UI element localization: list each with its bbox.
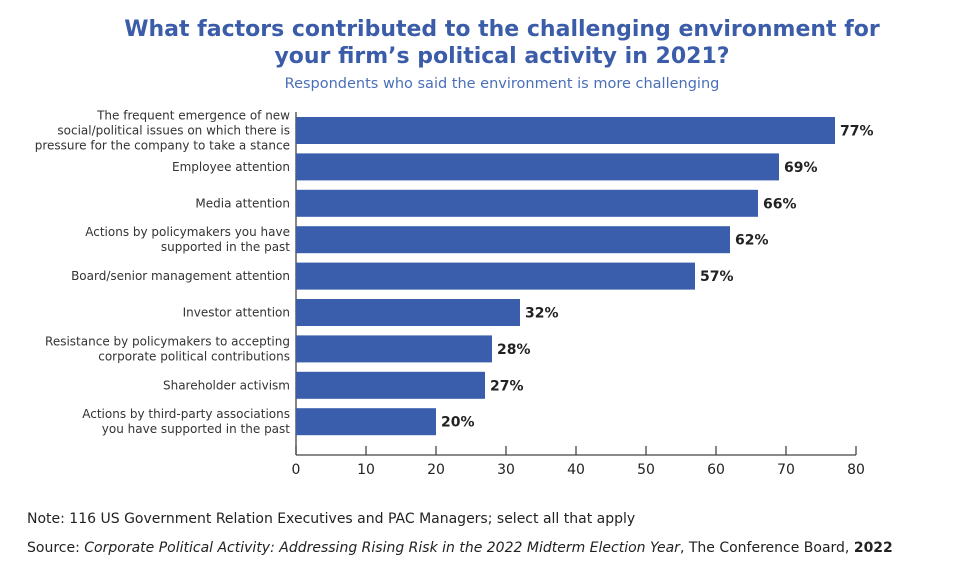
x-tick-label: 20 <box>427 462 445 478</box>
chart-subtitle: Respondents who said the environment is … <box>284 76 720 92</box>
category-label: Media attention <box>195 196 290 210</box>
x-tick-label: 0 <box>292 462 301 478</box>
x-tick-label: 50 <box>637 462 655 478</box>
category-label: Resistance by policymakers to accepting <box>45 334 290 348</box>
x-tick-label: 10 <box>357 462 375 478</box>
bar <box>296 226 730 254</box>
source-suffix: , The Conference Board, <box>679 540 854 556</box>
title-line-1: What factors contributed to the challeng… <box>124 17 880 42</box>
note: Note: 116 US Government Relation Executi… <box>27 511 636 527</box>
bar <box>296 371 485 399</box>
data-label: 77% <box>840 124 874 140</box>
chart-title: What factors contributed to the challeng… <box>0 16 980 70</box>
category-label: social/political issues on which there i… <box>57 124 290 138</box>
x-tick-label: 60 <box>707 462 725 478</box>
bar <box>296 153 779 181</box>
bar <box>296 189 758 217</box>
x-tick-label: 70 <box>777 462 795 478</box>
category-label: Investor attention <box>183 306 290 320</box>
data-label: 69% <box>784 160 818 176</box>
source-title: Corporate Political Activity: Addressing… <box>84 540 680 556</box>
bar <box>296 117 835 144</box>
category-label: Board/senior management attention <box>71 269 290 283</box>
data-label: 28% <box>497 342 531 358</box>
category-label: Employee attention <box>172 160 290 174</box>
x-tick-label: 30 <box>497 462 515 478</box>
data-label: 27% <box>490 378 524 394</box>
category-label: The frequent emergence of new <box>96 109 290 123</box>
data-label: 20% <box>441 415 475 431</box>
bar <box>296 335 492 363</box>
category-label: pressure for the company to take a stanc… <box>35 139 290 153</box>
x-tick-label: 40 <box>567 462 585 478</box>
category-label: Actions by third-party associations <box>82 407 290 421</box>
data-label: 57% <box>700 269 734 285</box>
source-year: 2022 <box>853 540 893 556</box>
source-prefix: Source: <box>27 540 85 556</box>
category-label: supported in the past <box>161 240 290 254</box>
category-label: Shareholder activism <box>163 378 290 392</box>
bar <box>296 408 436 436</box>
source: Source: Corporate Political Activity: Ad… <box>27 540 893 556</box>
data-label: 62% <box>735 233 769 249</box>
category-label: Actions by policymakers you have <box>85 225 290 239</box>
x-tick-label: 80 <box>847 462 865 478</box>
category-label: corporate political contributions <box>98 349 290 363</box>
bar <box>296 262 695 290</box>
data-label: 32% <box>525 306 559 322</box>
bar <box>296 299 520 326</box>
title-line-2: your firm’s political activity in 2021? <box>274 44 730 69</box>
category-label: you have supported in the past <box>102 422 290 436</box>
data-label: 66% <box>763 196 797 212</box>
bar-chart: 0 10 20 30 40 50 60 70 80 77% The frequent emergen… <box>35 109 874 479</box>
